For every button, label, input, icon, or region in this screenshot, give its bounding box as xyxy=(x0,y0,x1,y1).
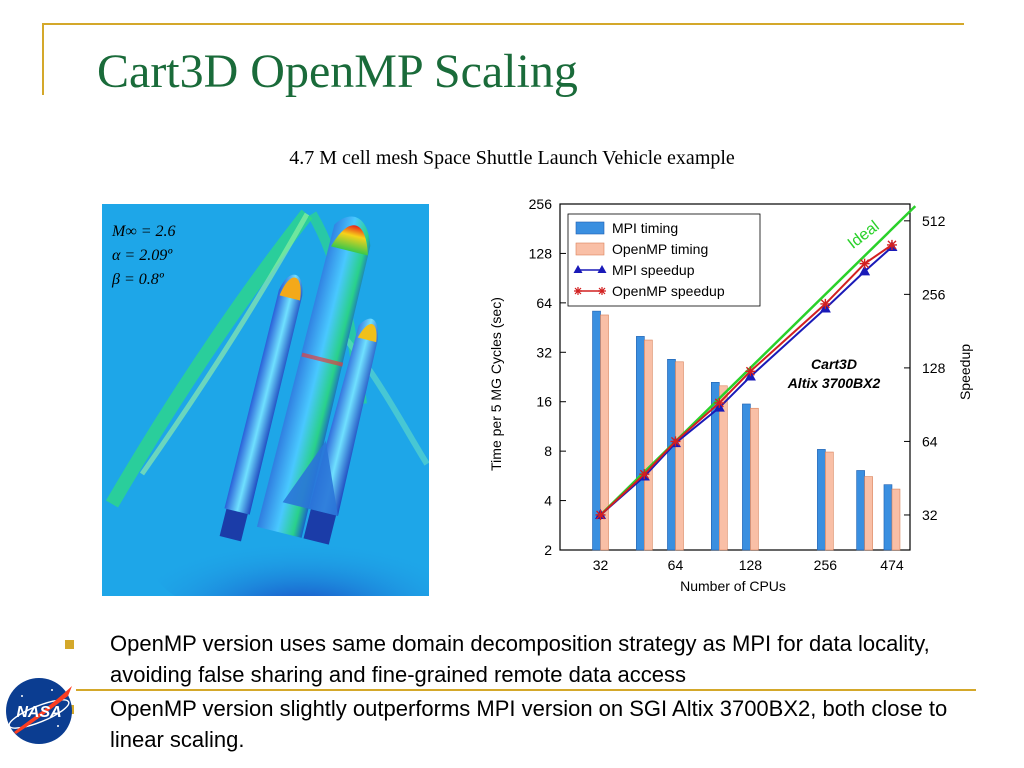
scaling-chart: 2 4 8 16 32 64 128 256 32 64 128 256 512 32 64 128 256 47… xyxy=(488,196,973,594)
openmp-timing-bar xyxy=(719,385,728,551)
openmp-speedup-point xyxy=(820,298,831,309)
x-tick-label: 128 xyxy=(739,557,763,573)
bullet-item: OpenMP version uses same domain decompos… xyxy=(60,628,1000,690)
bow-shock-left-inner xyxy=(139,212,310,476)
nasa-logo-text: NASA xyxy=(16,704,61,721)
x-tick-label: 256 xyxy=(814,557,838,573)
left-tick-label: 16 xyxy=(536,394,552,410)
legend-label: MPI timing xyxy=(612,220,678,236)
legend-swatch xyxy=(575,242,605,256)
bullet-item: OpenMP version slightly outperforms MPI … xyxy=(60,693,1000,755)
left-tick-label: 256 xyxy=(529,196,553,212)
y-axis-right-label: Speedup xyxy=(957,344,973,400)
slide-title: Cart3D OpenMP Scaling xyxy=(97,45,578,98)
left-tick-label: 64 xyxy=(536,295,552,311)
openmp-timing-bar xyxy=(864,476,873,551)
left-tick-label: 32 xyxy=(536,344,552,360)
right-tick-label: 32 xyxy=(922,507,938,523)
orbiter-wing xyxy=(282,440,338,517)
right-tick-label: 64 xyxy=(922,433,938,449)
bullet-text: OpenMP version uses same domain decompos… xyxy=(110,631,930,687)
left-tick-label: 4 xyxy=(544,493,552,509)
right-tick-label: 128 xyxy=(922,360,946,376)
legend-marker xyxy=(574,287,582,295)
plume-region xyxy=(152,504,429,596)
openmp-timing-bar xyxy=(825,451,834,551)
openmp-speedup-point xyxy=(595,509,606,520)
openmp-timing-bar xyxy=(600,314,609,551)
openmp-timing-bar xyxy=(675,361,684,551)
slide-subtitle: 4.7 M cell mesh Space Shuttle Launch Veh… xyxy=(289,147,735,169)
left-tick-label: 128 xyxy=(529,245,553,261)
right-tick-label: 512 xyxy=(922,213,946,229)
alpha-label: α = 2.09º xyxy=(112,247,173,264)
tank-stripe xyxy=(301,352,344,367)
openmp-timing-bar xyxy=(644,339,653,551)
legend-label: OpenMP speedup xyxy=(612,283,725,299)
x-tick-label: 64 xyxy=(668,557,684,573)
srb-left-nose xyxy=(279,277,301,301)
openmp-speedup-point xyxy=(859,258,870,269)
bullet-list: OpenMP version uses same domain decompos… xyxy=(60,628,1000,755)
legend-marker xyxy=(598,287,606,295)
openmp-speedup-line xyxy=(599,244,893,516)
legend-label: OpenMP timing xyxy=(612,241,708,257)
openmp-speedup-point xyxy=(886,239,897,250)
x-axis-label: Number of CPUs xyxy=(680,578,786,594)
openmp-timing-bar xyxy=(750,407,759,551)
openmp-speedup-point xyxy=(745,366,756,377)
solid-rocket-booster-left xyxy=(224,274,303,515)
ideal-line xyxy=(599,205,917,516)
mpi-timing-bar xyxy=(636,336,645,551)
mpi-timing-bar xyxy=(883,484,893,551)
left-tick-label: 8 xyxy=(544,443,552,459)
legend-marker xyxy=(597,265,607,273)
x-tick-label: 474 xyxy=(880,557,904,573)
bullet-marker xyxy=(65,640,74,649)
tank-nose xyxy=(331,225,368,256)
legend-marker xyxy=(573,265,583,273)
x-tick-label: 32 xyxy=(593,557,609,573)
y-axis-left-label: Time per 5 MG Cycles (sec) xyxy=(488,297,504,471)
openmp-speedup-point xyxy=(714,397,725,408)
annotation-line-1: Cart3D xyxy=(811,356,857,372)
mpi-timing-bar xyxy=(667,359,676,551)
orbiter-nose xyxy=(357,324,377,343)
openmp-timing-bar xyxy=(891,488,901,551)
footer-rule xyxy=(76,689,976,691)
shuttle-simulation-image: M∞ = 2.6 α = 2.09º β = 0.8º xyxy=(102,204,429,596)
right-tick-label: 256 xyxy=(922,286,946,302)
mpi-speedup-line xyxy=(599,246,893,516)
annotation-line-2: Altix 3700BX2 xyxy=(787,375,881,391)
mpi-speedup-point xyxy=(859,265,871,276)
bullet-text: OpenMP version slightly outperforms MPI … xyxy=(110,696,948,752)
srb-nozzle xyxy=(219,508,248,542)
bow-shock-left xyxy=(105,209,313,508)
mpi-timing-bar xyxy=(742,403,751,551)
mpi-timing-bar xyxy=(856,470,865,551)
beta-label: β = 0.8º xyxy=(111,271,165,288)
external-tank xyxy=(256,216,371,538)
main-engine-nozzles xyxy=(303,509,337,545)
frame-left-rule xyxy=(42,23,44,95)
nasa-logo: NASA xyxy=(6,678,72,744)
openmp-speedup-point xyxy=(639,469,650,480)
legend-label: MPI speedup xyxy=(612,262,695,278)
mach-label: M∞ = 2.6 xyxy=(111,223,176,240)
mpi-timing-bar xyxy=(817,449,826,551)
legend-swatch xyxy=(575,221,605,235)
frame-top-rule xyxy=(42,23,964,25)
openmp-speedup-point xyxy=(670,436,681,447)
left-tick-label: 2 xyxy=(544,542,552,558)
